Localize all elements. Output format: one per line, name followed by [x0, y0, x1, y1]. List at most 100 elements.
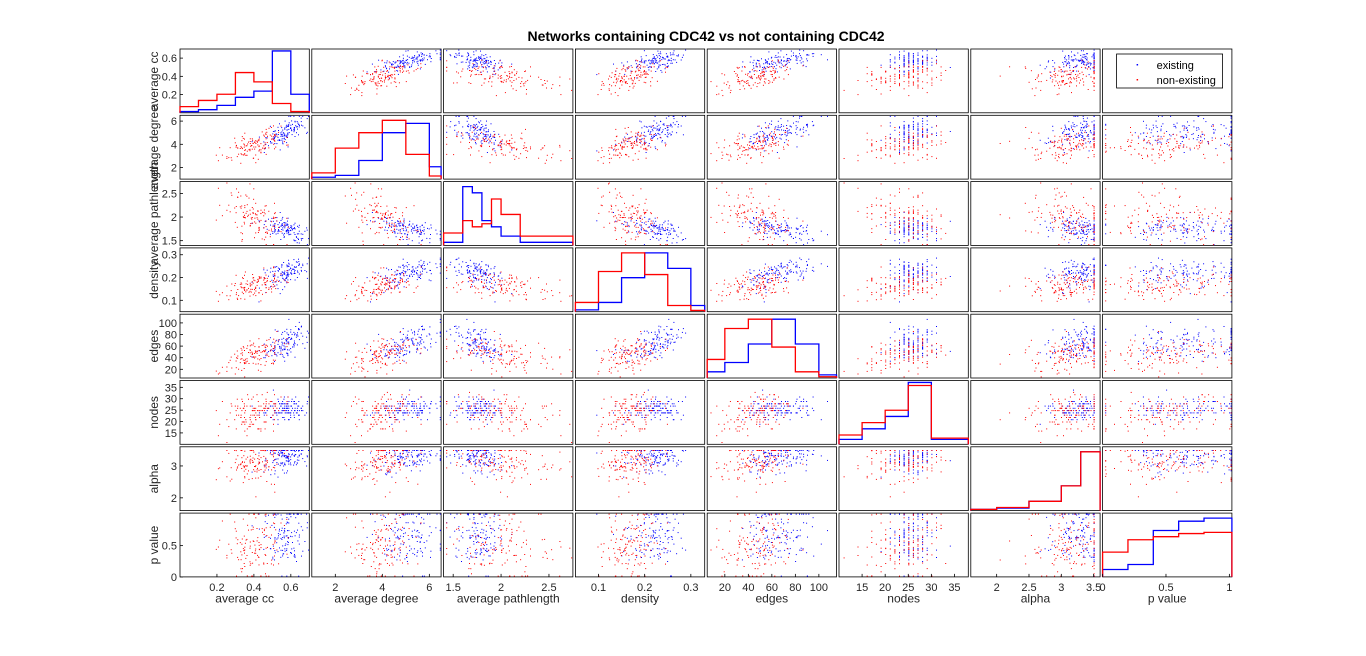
point-non-existing [1076, 221, 1077, 222]
point-non-existing [569, 79, 570, 80]
point-existing [484, 130, 485, 131]
point-existing [799, 238, 800, 239]
point-existing [641, 227, 642, 228]
point-non-existing [408, 232, 409, 233]
point-non-existing [904, 223, 905, 224]
point-non-existing [1147, 155, 1148, 156]
point-non-existing [738, 77, 739, 78]
point-existing [665, 230, 666, 231]
point-existing [1087, 124, 1088, 125]
point-existing [486, 68, 487, 69]
point-non-existing [844, 158, 845, 159]
point-non-existing [890, 90, 891, 91]
point-existing [1090, 65, 1091, 66]
point-non-existing [629, 86, 630, 87]
point-non-existing [768, 67, 769, 68]
point-non-existing [1059, 213, 1060, 214]
point-non-existing [383, 71, 384, 72]
point-non-existing [244, 207, 245, 208]
point-existing [1063, 64, 1064, 65]
point-existing [1086, 234, 1087, 235]
point-non-existing [724, 232, 725, 233]
point-non-existing [406, 237, 407, 238]
point-existing [1089, 220, 1090, 221]
point-existing [1231, 138, 1232, 139]
point-non-existing [287, 244, 288, 245]
point-non-existing [632, 71, 633, 72]
point-non-existing [392, 223, 393, 224]
point-existing [666, 233, 667, 234]
point-existing [781, 60, 782, 61]
point-non-existing [499, 60, 500, 61]
point-existing [486, 121, 487, 122]
point-non-existing [1138, 153, 1139, 154]
point-non-existing [1070, 145, 1071, 146]
point-non-existing [730, 92, 731, 93]
point-non-existing [545, 163, 546, 164]
point-non-existing [756, 218, 757, 219]
point-existing [1213, 124, 1214, 125]
point-non-existing [271, 230, 272, 231]
point-existing [657, 227, 658, 228]
point-existing [759, 60, 760, 61]
point-non-existing [1066, 221, 1067, 222]
point-existing [259, 220, 260, 221]
point-non-existing [370, 79, 371, 80]
y-tick-label: 6 [171, 116, 177, 128]
point-existing [440, 57, 441, 58]
point-existing [511, 149, 512, 150]
point-non-existing [1052, 215, 1053, 216]
point-non-existing [913, 138, 914, 139]
point-non-existing [651, 134, 652, 135]
point-non-existing [266, 205, 267, 206]
point-existing [657, 234, 658, 235]
point-non-existing [637, 138, 638, 139]
point-existing [807, 225, 808, 226]
point-existing [890, 116, 891, 117]
point-non-existing [1142, 158, 1143, 159]
point-non-existing [380, 228, 381, 229]
point-existing [650, 131, 651, 132]
point-non-existing [628, 138, 629, 139]
point-non-existing [899, 232, 900, 233]
point-non-existing [746, 81, 747, 82]
point-non-existing [1094, 83, 1095, 84]
panel-r0-c6 [971, 49, 1100, 113]
point-existing [397, 71, 398, 72]
point-existing [486, 57, 487, 58]
point-non-existing [377, 85, 378, 86]
point-non-existing [382, 219, 383, 220]
point-non-existing [931, 215, 932, 216]
point-non-existing [890, 203, 891, 204]
point-non-existing [1087, 69, 1088, 70]
point-existing [384, 62, 385, 63]
point-non-existing [773, 136, 774, 137]
point-non-existing [546, 88, 547, 89]
point-non-existing [890, 81, 891, 82]
point-existing [661, 234, 662, 235]
point-non-existing [237, 147, 238, 148]
point-non-existing [764, 225, 765, 226]
point-existing [778, 127, 779, 128]
point-non-existing [748, 241, 749, 242]
point-existing [899, 220, 900, 221]
point-non-existing [645, 233, 646, 234]
point-existing [461, 62, 462, 63]
point-existing [760, 131, 761, 132]
point-existing [404, 219, 405, 220]
point-existing [1085, 218, 1086, 219]
point-non-existing [744, 150, 745, 151]
point-existing [479, 129, 480, 130]
point-existing [908, 129, 909, 130]
point-non-existing [765, 68, 766, 69]
point-non-existing [788, 218, 789, 219]
point-existing [420, 60, 421, 61]
point-non-existing [240, 163, 241, 164]
point-existing [495, 140, 496, 141]
y-tick-label: 0.6 [162, 53, 177, 65]
point-non-existing [1032, 147, 1033, 148]
point-non-existing [1132, 135, 1133, 136]
point-existing [936, 233, 937, 234]
point-existing [922, 234, 923, 235]
point-existing [1067, 220, 1068, 221]
